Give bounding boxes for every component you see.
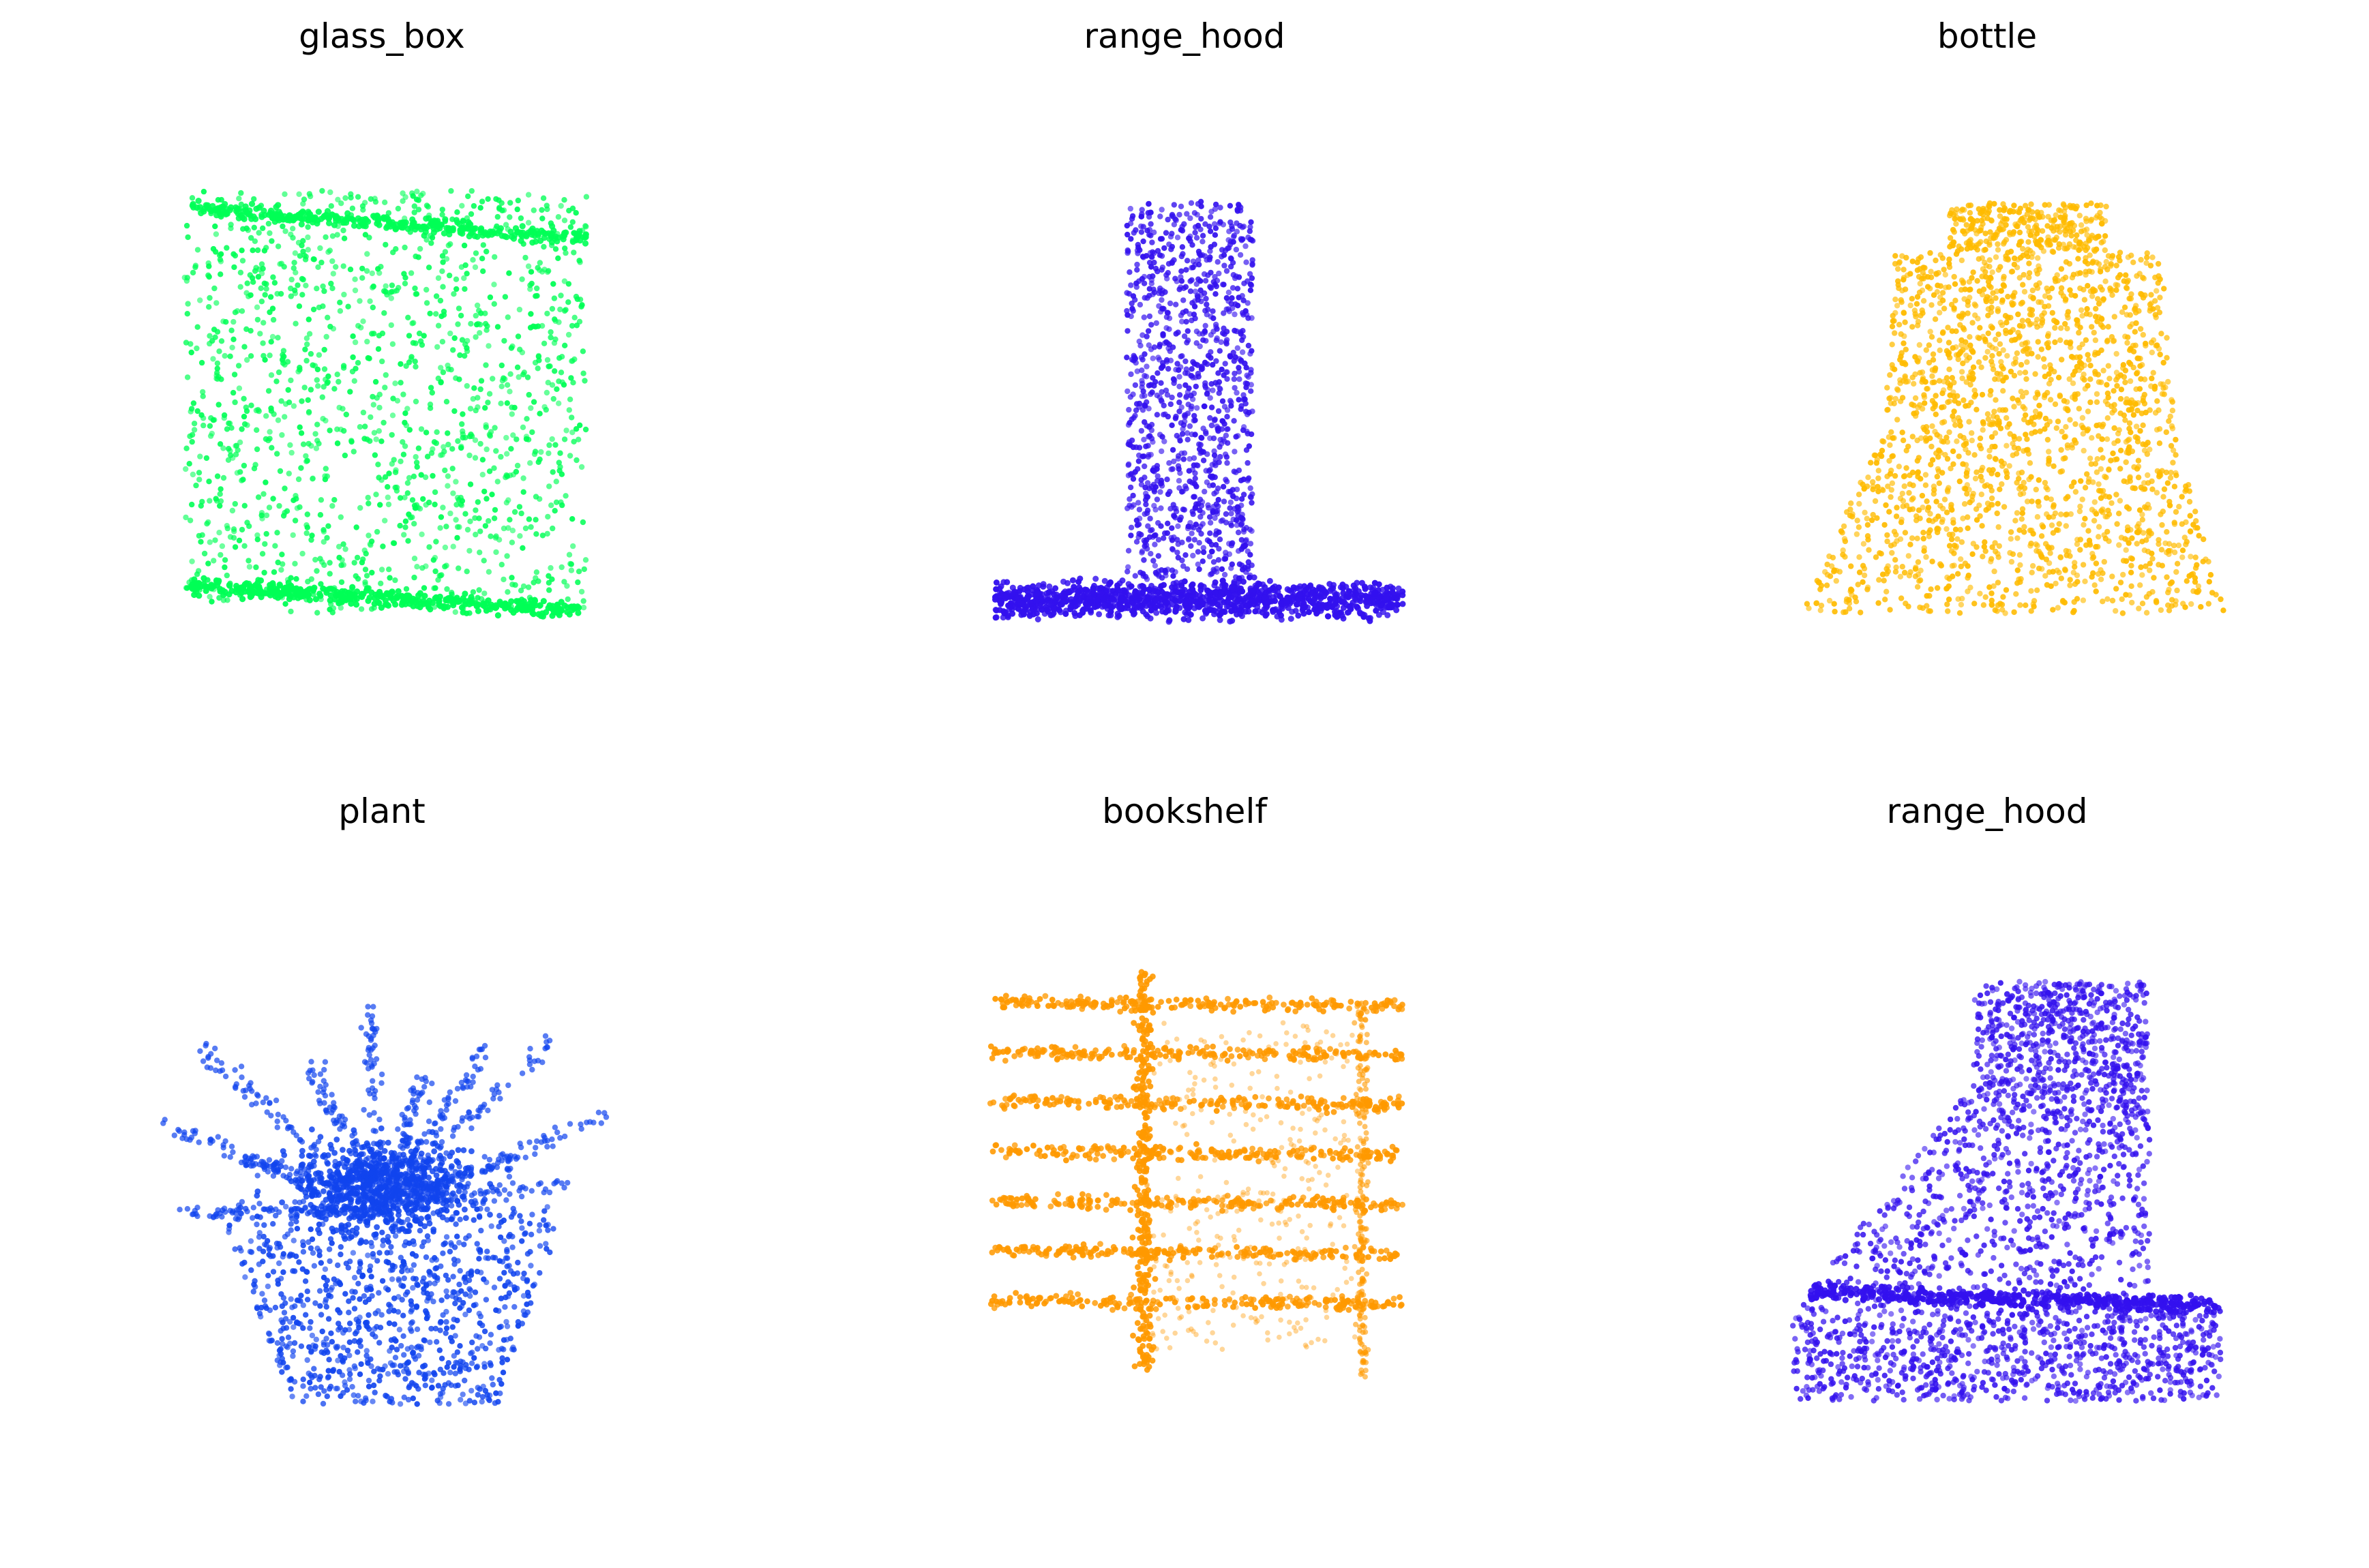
panel-range-hood: range_hood — [844, 0, 1525, 709]
panel-title: range_hood — [1084, 16, 1285, 56]
panel-title: bottle — [1937, 16, 2038, 56]
panel-glass-box: glass_box — [41, 0, 723, 709]
panel-bookshelf: bookshelf — [844, 777, 1525, 1527]
panel-bottle: bottle — [1646, 0, 2328, 709]
panel-range-hood-2: range_hood — [1646, 777, 2328, 1527]
panel-title: plant — [338, 791, 426, 831]
point-cloud — [181, 187, 590, 620]
panel-title: range_hood — [1886, 791, 2088, 831]
point-cloud — [1790, 978, 2224, 1404]
point-cloud — [987, 969, 1405, 1380]
panel-title: bookshelf — [1102, 791, 1267, 831]
panel-title: glass_box — [299, 16, 465, 56]
panel-plant: plant — [41, 777, 723, 1527]
point-cloud — [1804, 200, 2226, 616]
point-cloud — [992, 198, 1406, 625]
point-cloud — [160, 1004, 610, 1407]
